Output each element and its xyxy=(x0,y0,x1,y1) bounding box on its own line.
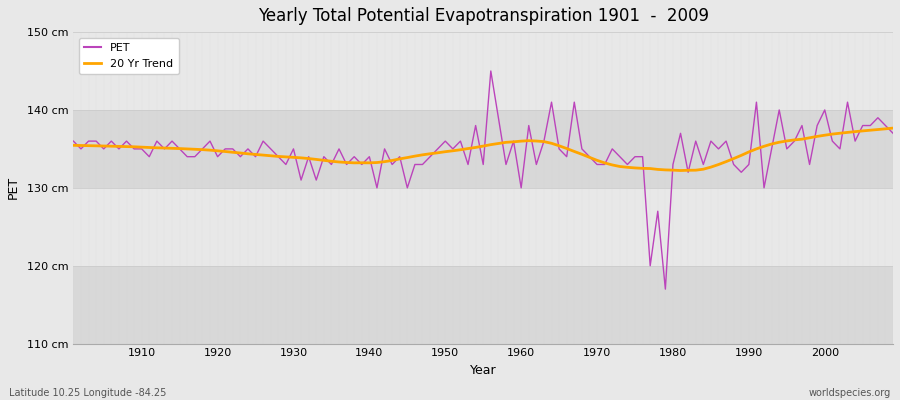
Text: Latitude 10.25 Longitude -84.25: Latitude 10.25 Longitude -84.25 xyxy=(9,388,166,398)
PET xyxy=(129,146,140,151)
20 Yr Trend xyxy=(341,160,352,165)
20 Yr Trend xyxy=(508,140,519,144)
Legend: PET, 20 Yr Trend: PET, 20 Yr Trend xyxy=(79,38,179,74)
20 Yr Trend xyxy=(68,143,79,148)
PET xyxy=(485,69,496,74)
Line: 20 Yr Trend: 20 Yr Trend xyxy=(74,128,893,170)
Bar xyxy=(74,110,893,188)
PET xyxy=(524,123,535,128)
Text: worldspecies.org: worldspecies.org xyxy=(809,388,891,398)
X-axis label: Year: Year xyxy=(470,364,497,377)
PET xyxy=(68,139,79,144)
Line: PET: PET xyxy=(74,71,893,289)
PET xyxy=(341,162,352,167)
20 Yr Trend xyxy=(607,162,617,167)
Bar xyxy=(74,32,893,110)
20 Yr Trend xyxy=(516,139,526,144)
PET xyxy=(615,154,626,159)
Bar xyxy=(74,188,893,266)
PET xyxy=(660,287,670,292)
20 Yr Trend xyxy=(129,144,140,149)
Title: Yearly Total Potential Evapotranspiration 1901  -  2009: Yearly Total Potential Evapotranspiratio… xyxy=(257,7,708,25)
20 Yr Trend xyxy=(887,126,898,130)
20 Yr Trend xyxy=(296,156,307,160)
20 Yr Trend xyxy=(675,168,686,173)
Y-axis label: PET: PET xyxy=(7,176,20,200)
PET xyxy=(296,178,307,182)
PET xyxy=(887,131,898,136)
Bar xyxy=(74,266,893,344)
PET xyxy=(516,186,526,190)
